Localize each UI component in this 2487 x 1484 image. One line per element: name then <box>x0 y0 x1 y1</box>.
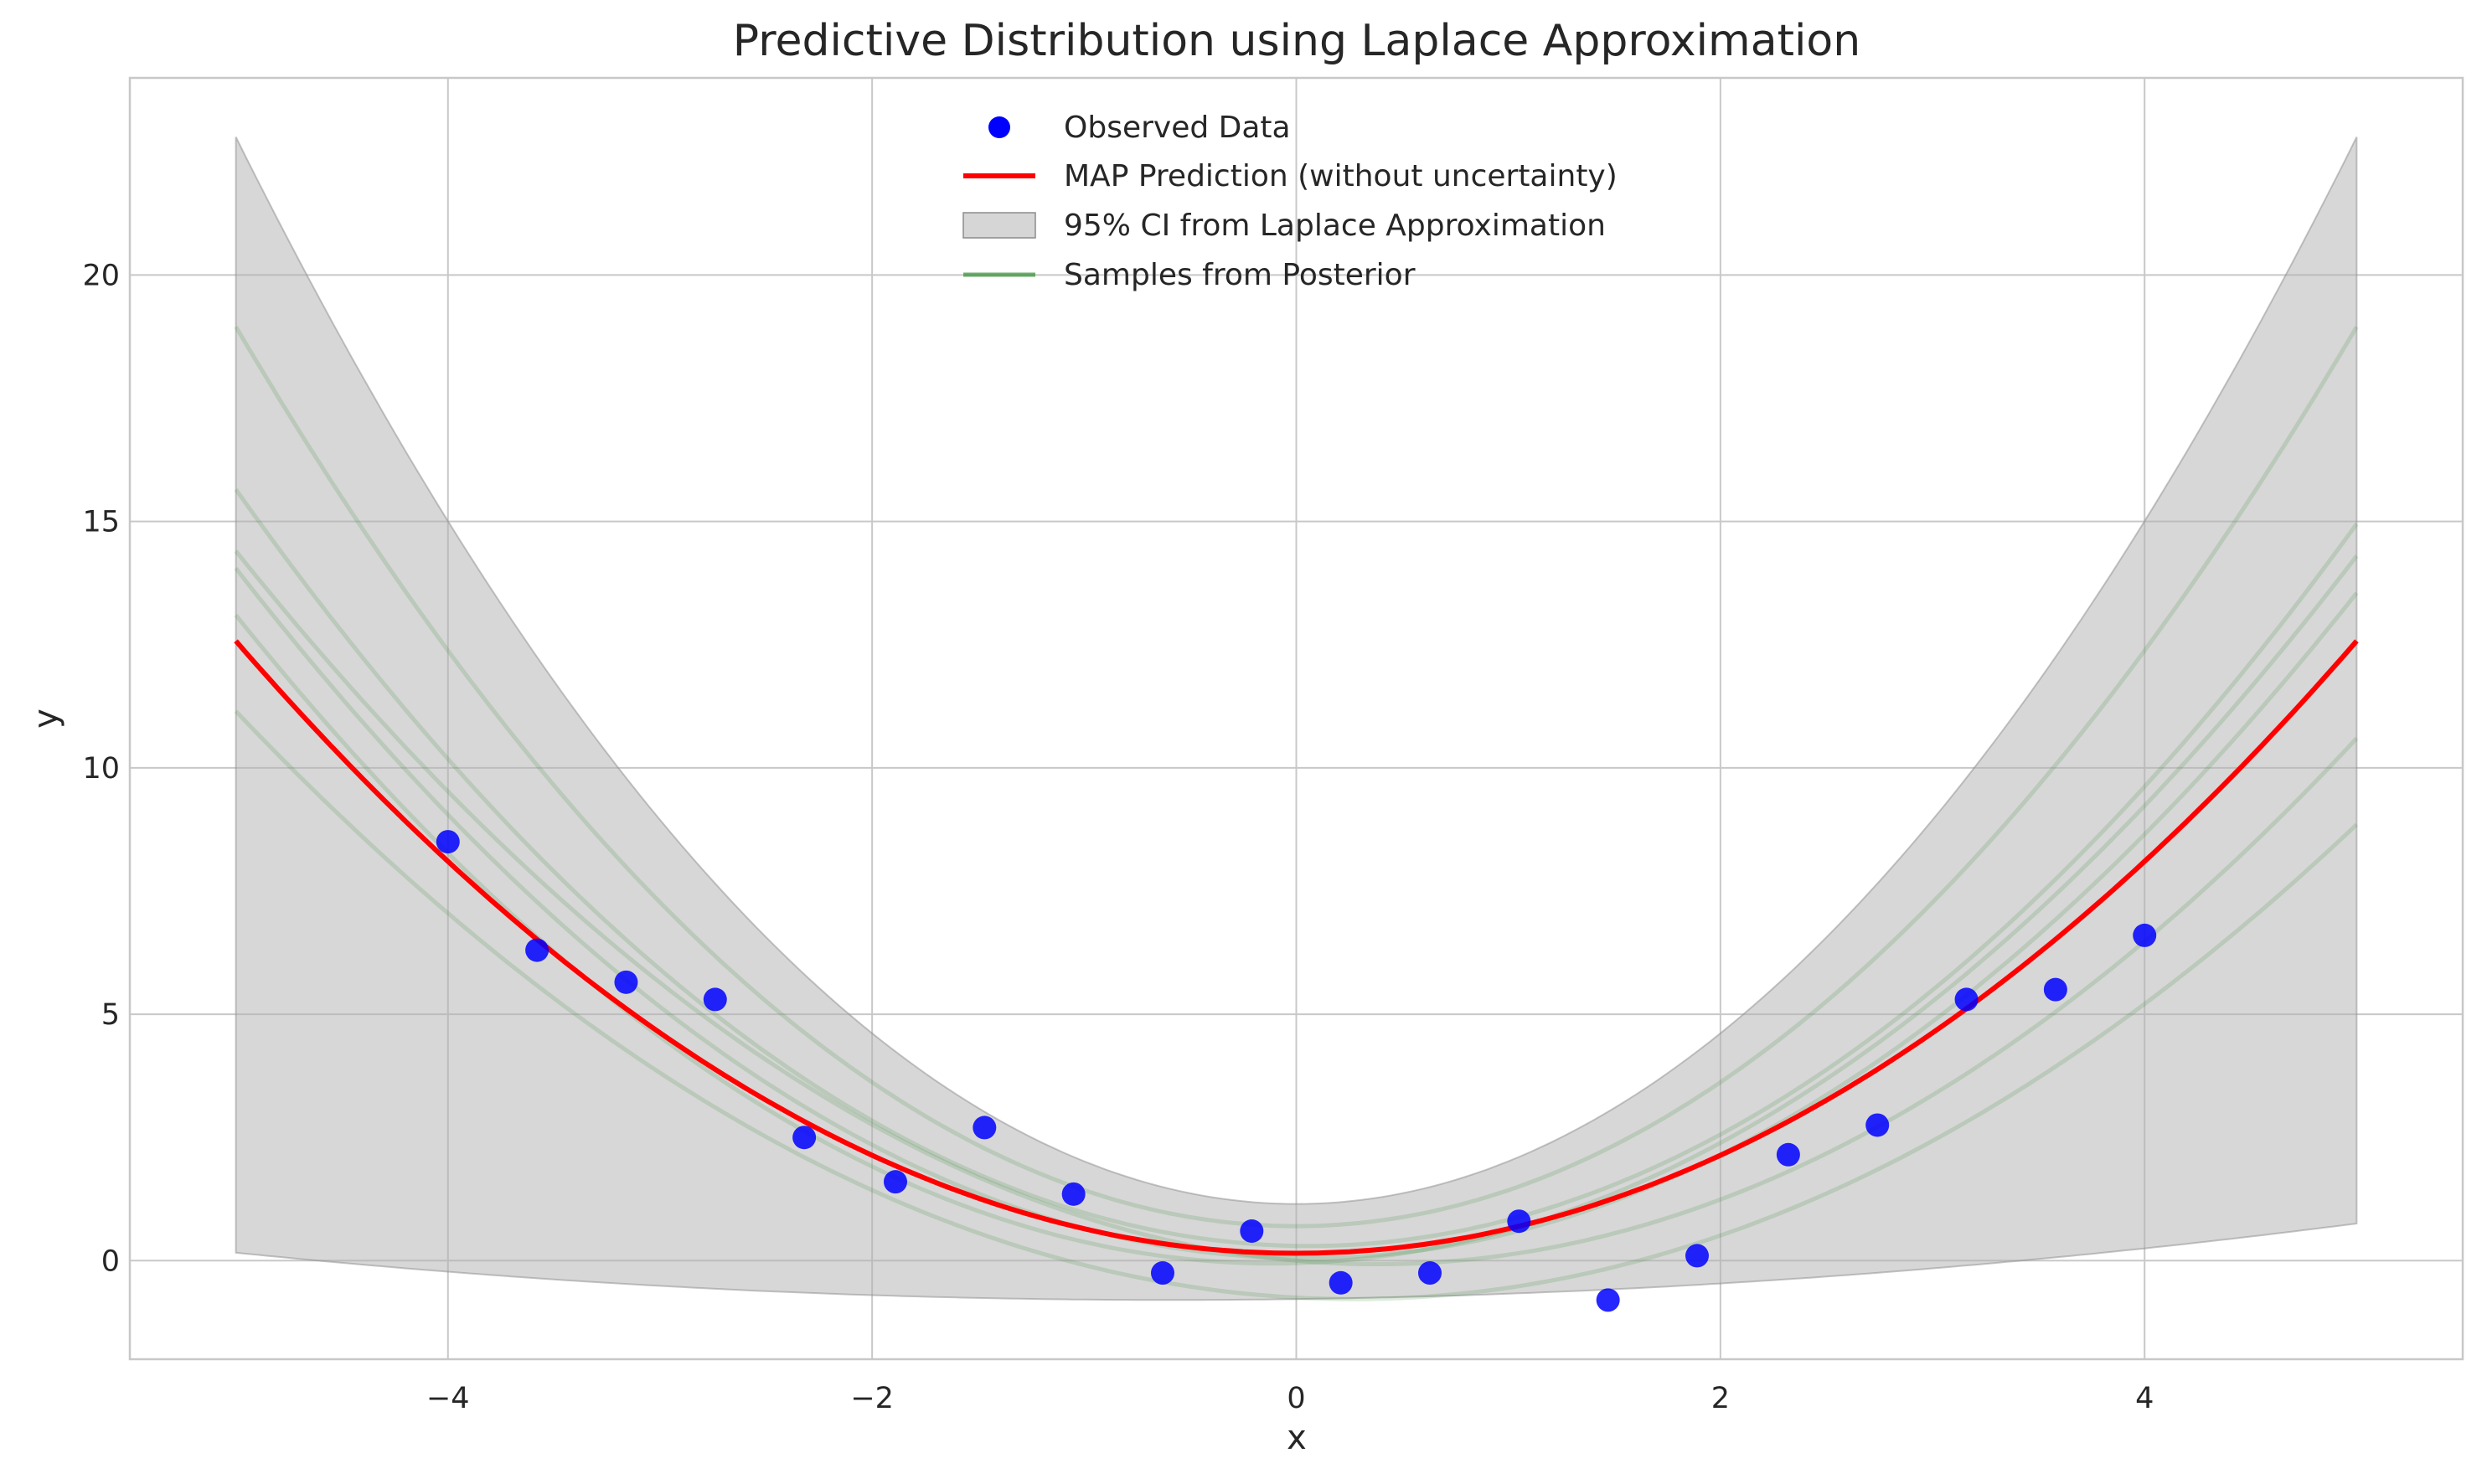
observed-data-point-15 <box>1776 1142 1800 1167</box>
observed-data-point-4 <box>792 1126 817 1150</box>
ci-95-band <box>235 137 2358 1301</box>
observed-data-point-19 <box>2133 923 2157 947</box>
y-axis-label: y <box>27 709 65 729</box>
observed-points-layer <box>436 830 2157 1312</box>
observed-data-point-12 <box>1507 1209 1531 1234</box>
observed-data-point-18 <box>2043 977 2067 1002</box>
observed-data-point-9 <box>1240 1219 1264 1243</box>
legend-label-observed-data: Observed Data <box>1064 111 1291 145</box>
y-tick-label: 15 <box>82 506 120 539</box>
x-tick-label: −2 <box>850 1382 894 1415</box>
observed-data-point-13 <box>1596 1288 1620 1312</box>
y-tick-label: 0 <box>101 1244 120 1278</box>
map-prediction-line <box>234 639 2359 1256</box>
x-tick-label: 0 <box>1287 1382 1305 1415</box>
observed-data-point-10 <box>1329 1270 1353 1295</box>
confidence-band-layer <box>235 137 2358 1301</box>
observed-data-point-14 <box>1685 1244 1710 1268</box>
posterior-sample-line-1 <box>234 487 2359 1249</box>
observed-data-point-8 <box>1150 1261 1174 1286</box>
legend-marker-observed-data <box>988 116 1010 138</box>
x-tick-label: −4 <box>426 1382 470 1415</box>
plot-area-frame <box>128 76 2464 1361</box>
y-tick-label: 5 <box>101 998 120 1032</box>
axes-frame <box>128 76 2464 1361</box>
posterior-sample-line-2 <box>234 566 2359 1260</box>
y-tick-label: 20 <box>82 259 120 292</box>
x-tick-labels: −4 −2 0 2 4 <box>426 1382 2154 1415</box>
observed-data-point-7 <box>1061 1182 1086 1206</box>
legend-label-map-prediction: MAP Prediction (without uncertainty) <box>1064 159 1618 193</box>
legend: Observed Data MAP Prediction (without un… <box>962 111 1618 292</box>
posterior-samples-layer <box>234 325 2359 1301</box>
map-line-layer <box>234 639 2359 1256</box>
y-tick-label: 10 <box>82 752 120 786</box>
legend-label-ci: 95% CI from Laplace Approximation <box>1064 209 1606 243</box>
posterior-sample-line-4 <box>234 709 2359 1301</box>
chart-title: Predictive Distribution using Laplace Ap… <box>733 16 1860 66</box>
x-axis-label: x <box>1287 1419 1307 1457</box>
y-tick-labels: 0 5 10 15 20 <box>82 259 120 1278</box>
observed-data-point-5 <box>883 1170 907 1194</box>
x-tick-label: 4 <box>2135 1382 2154 1415</box>
legend-label-posterior-samples: Samples from Posterior <box>1064 258 1416 292</box>
observed-data-point-17 <box>1954 987 1979 1012</box>
observed-data-point-3 <box>703 987 727 1012</box>
observed-data-point-11 <box>1418 1261 1442 1286</box>
posterior-sample-line-3 <box>234 549 2359 1266</box>
observed-data-point-1 <box>525 938 550 962</box>
legend-patch-ci <box>962 212 1036 239</box>
x-tick-label: 2 <box>1711 1382 1730 1415</box>
observed-data-point-2 <box>614 970 638 994</box>
posterior-sample-line-0 <box>234 325 2359 1229</box>
observed-data-point-6 <box>973 1116 997 1140</box>
observed-data-point-0 <box>436 830 460 854</box>
observed-data-point-16 <box>1865 1113 1890 1137</box>
